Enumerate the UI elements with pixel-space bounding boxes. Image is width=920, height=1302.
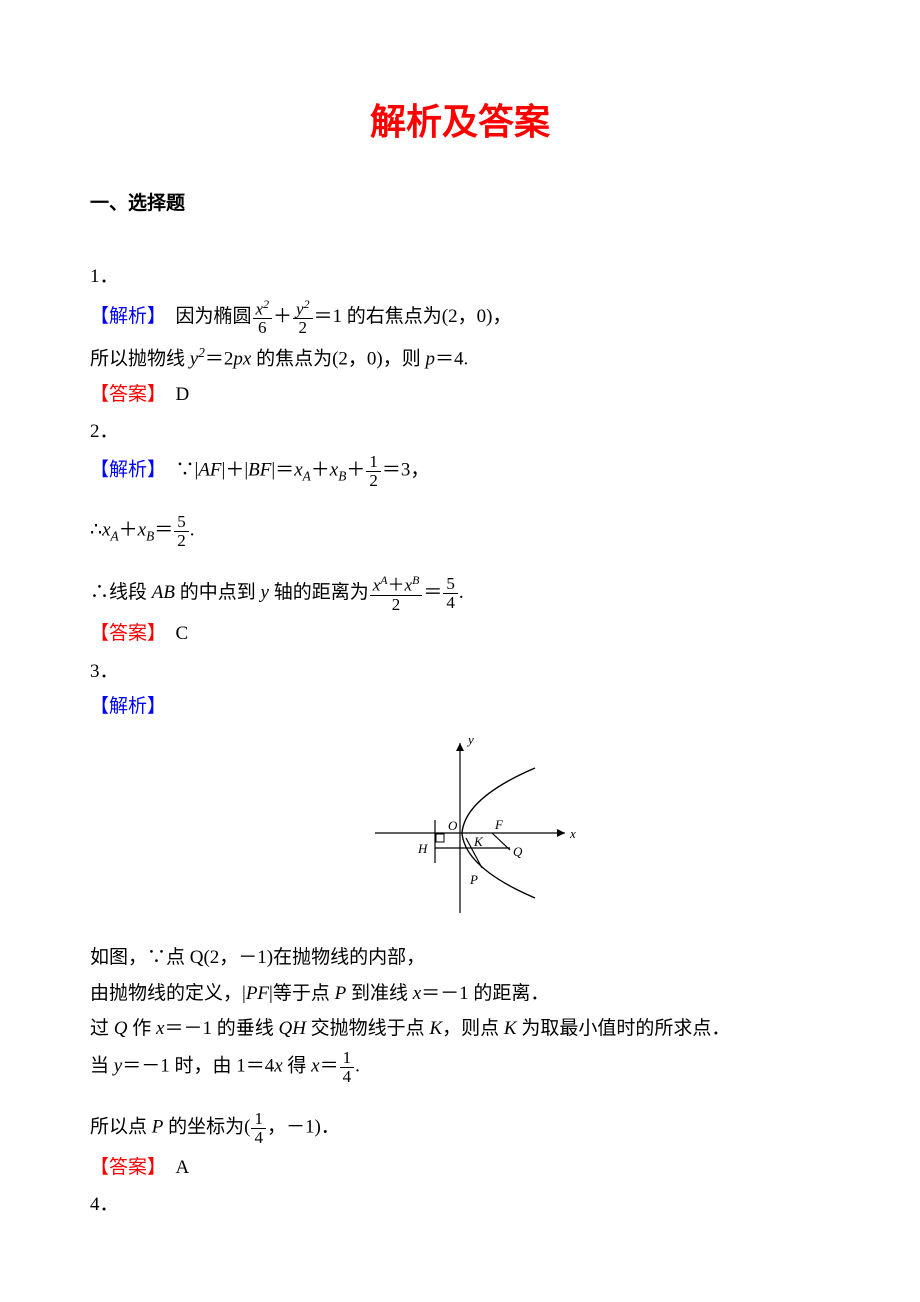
section-header: 一、选择题 [90, 189, 830, 218]
answer-letter: C [176, 623, 189, 644]
analysis-line: 由抛物线的定义，|PF|等于点 P 到准线 x＝－1 的距离． [90, 979, 830, 1008]
fraction: x26 [253, 298, 273, 337]
analysis-line: 【解析】 因为椭圆x26＋y22＝1 的右焦点为(2，0)， [90, 298, 830, 337]
analysis-line: 过 Q 作 x＝－1 的垂线 QH 交抛物线于点 K，则点 K 为取最小值时的所… [90, 1014, 830, 1043]
text: ＝1 的右焦点为(2，0)， [314, 306, 512, 327]
fraction: y22 [293, 298, 313, 337]
text: 因为椭圆 [157, 306, 252, 327]
fraction: xA＋xB2 [370, 574, 423, 613]
svg-text:x: x [569, 826, 576, 841]
analysis-line: ∴线段 AB 的中点到 y 轴的距离为xA＋xB2＝54. [90, 574, 830, 613]
fraction: 14 [251, 1110, 266, 1147]
answer-tag: 【答案】 [90, 1157, 157, 1178]
fraction: 52 [174, 513, 189, 550]
analysis-line: ∴xA＋xB＝52. [90, 513, 830, 550]
analysis-line: 【解析】 ∵|AF|＋|BF|＝xA＋xB＋12＝3， [90, 453, 830, 490]
fraction: 54 [443, 575, 458, 612]
svg-text:y: y [466, 732, 474, 747]
analysis-line: 如图，∵点 Q(2，－1)在抛物线的内部， [90, 943, 830, 972]
answer-line: 【答案】 C [90, 619, 830, 648]
fraction: 12 [366, 453, 381, 490]
question-number: 2． [90, 417, 830, 446]
answer-line: 【答案】 D [90, 380, 830, 409]
svg-text:K: K [473, 834, 484, 849]
answer-tag: 【答案】 [90, 384, 157, 405]
svg-text:F: F [494, 817, 504, 832]
text: ＋ [273, 306, 292, 327]
question-number: 1． [90, 262, 830, 291]
page-title: 解析及答案 [90, 95, 830, 151]
answer-line: 【答案】 A [90, 1153, 830, 1182]
analysis-tag: 【解析】 [90, 306, 157, 327]
text: 的焦点为(2，0)，则 [251, 348, 425, 369]
analysis-tag: 【解析】 [90, 459, 157, 480]
answer-letter: A [176, 1157, 190, 1178]
analysis-tag-line: 【解析】 [90, 692, 830, 721]
answer-tag: 【答案】 [90, 623, 157, 644]
fraction: 14 [340, 1049, 355, 1086]
svg-text:P: P [469, 872, 478, 887]
diagram: x y O F K Q P H [90, 728, 830, 937]
analysis-line: 当 y＝－1 时，由 1＝4x 得 x＝14. [90, 1049, 830, 1086]
svg-text:O: O [448, 818, 458, 833]
question-number: 3． [90, 657, 830, 686]
question-number: 4． [90, 1190, 830, 1219]
text: 所以抛物线 [90, 348, 190, 369]
svg-text:Q: Q [513, 844, 523, 859]
analysis-line: 所以点 P 的坐标为(14，－1)． [90, 1110, 830, 1147]
analysis-line: 所以抛物线 y2＝2px 的焦点为(2，0)，则 p＝4. [90, 343, 830, 374]
svg-text:H: H [417, 841, 428, 856]
answer-letter: D [176, 384, 190, 405]
analysis-tag: 【解析】 [90, 696, 166, 717]
